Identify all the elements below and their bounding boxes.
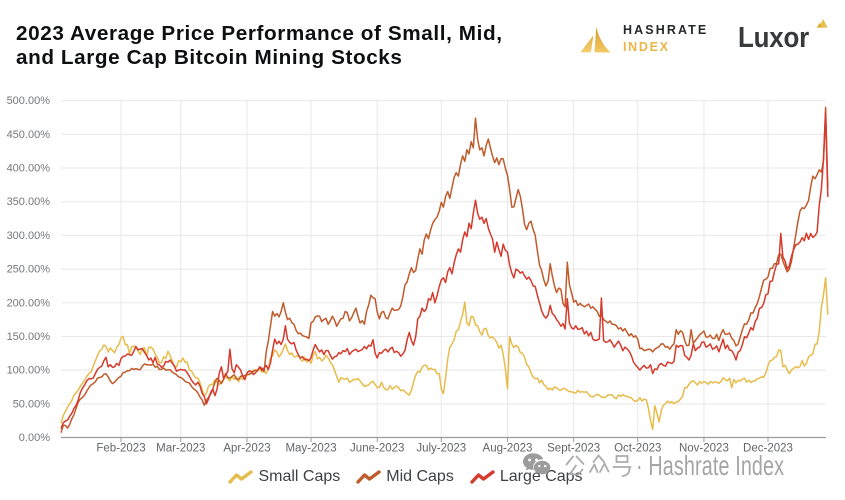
y-axis-tick-label: 50.00%: [13, 398, 51, 410]
cjk-strokes: [565, 454, 632, 477]
wechat-icon: [523, 453, 551, 476]
legend-item-large-caps[interactable]: Large Caps: [470, 468, 583, 485]
watermark-cjk-gongzhonghao: [565, 454, 632, 477]
x-axis-tick-label: Oct-2023: [614, 443, 661, 455]
y-axis-tick-label: 0.00%: [19, 432, 50, 444]
y-axis-tick-label: 200.00%: [7, 297, 51, 309]
wechat-bubbles: [523, 453, 551, 476]
series-line-mid-caps: [60, 106, 829, 433]
y-axis-tick-label: 500.00%: [7, 95, 51, 107]
legend-line-icon: [356, 469, 381, 484]
y-axis-tick-label: 300.00%: [7, 230, 51, 242]
hashrate-mark-triangle: [580, 35, 594, 53]
x-axis-tick-label: Dec-2023: [743, 443, 793, 455]
luxor-logo-icon: [816, 19, 828, 28]
x-axis-tick-label: May-2023: [285, 443, 336, 455]
series-line-small-caps: [60, 277, 829, 431]
legend-label: Mid Caps: [386, 468, 454, 485]
x-axis-tick-label: Apr-2023: [223, 443, 270, 455]
luxor-logo: Luxor: [738, 19, 828, 53]
x-axis-tick-label: Mar-2023: [156, 443, 205, 455]
luxor-wordmark: Luxor: [738, 20, 810, 53]
watermark-text: · Hashrate Index: [636, 450, 785, 481]
index-wordmark: INDEX: [623, 39, 670, 54]
wechat-bubble-eyes: [528, 458, 547, 468]
x-axis-tick-label: July-2023: [416, 443, 466, 455]
legend-line-icon: [228, 469, 254, 484]
x-axis-tick-label: Sept-2023: [547, 443, 600, 455]
title-line-2: and Large Cap Bitcoin Mining Stocks: [16, 46, 403, 69]
legend-item-mid-caps[interactable]: Mid Caps: [356, 468, 454, 485]
y-axis-tick-label: 150.00%: [7, 331, 51, 343]
y-axis-tick-label: 250.00%: [7, 264, 51, 276]
watermark: · Hashrate Index: [521, 450, 845, 481]
hashrate-mark-sail: [594, 26, 611, 53]
luxor-mark-triangle-small: [816, 22, 822, 28]
page-title: 2023 Average Price Performance of Small,…: [16, 22, 503, 70]
chart-legend: Small Caps Mid Caps Large Caps: [0, 468, 828, 485]
title-line-1: 2023 Average Price Performance of Small,…: [16, 22, 503, 45]
hashrate-index-logo-icon: [580, 26, 611, 53]
legend-label: Large Caps: [499, 468, 583, 485]
x-axis-tick-label: Feb-2023: [96, 443, 145, 455]
legend-label: Small Caps: [258, 468, 341, 485]
x-axis-tick-label: June-2023: [350, 443, 404, 455]
legend-item-small-caps[interactable]: Small Caps: [228, 468, 340, 485]
series-line-large-caps: [60, 112, 829, 429]
x-axis-tick-label: Nov-2023: [679, 443, 729, 455]
y-axis-tick-label: 100.00%: [7, 365, 51, 377]
hashrate-wordmark: HASHRATE: [623, 22, 709, 37]
legend-line-icon: [470, 469, 495, 484]
y-axis-tick-label: 350.00%: [7, 196, 51, 208]
y-axis-tick-label: 400.00%: [7, 163, 51, 175]
y-axis-tick-label: 450.00%: [7, 129, 51, 141]
x-axis-tick-label: Aug-2023: [483, 443, 533, 455]
